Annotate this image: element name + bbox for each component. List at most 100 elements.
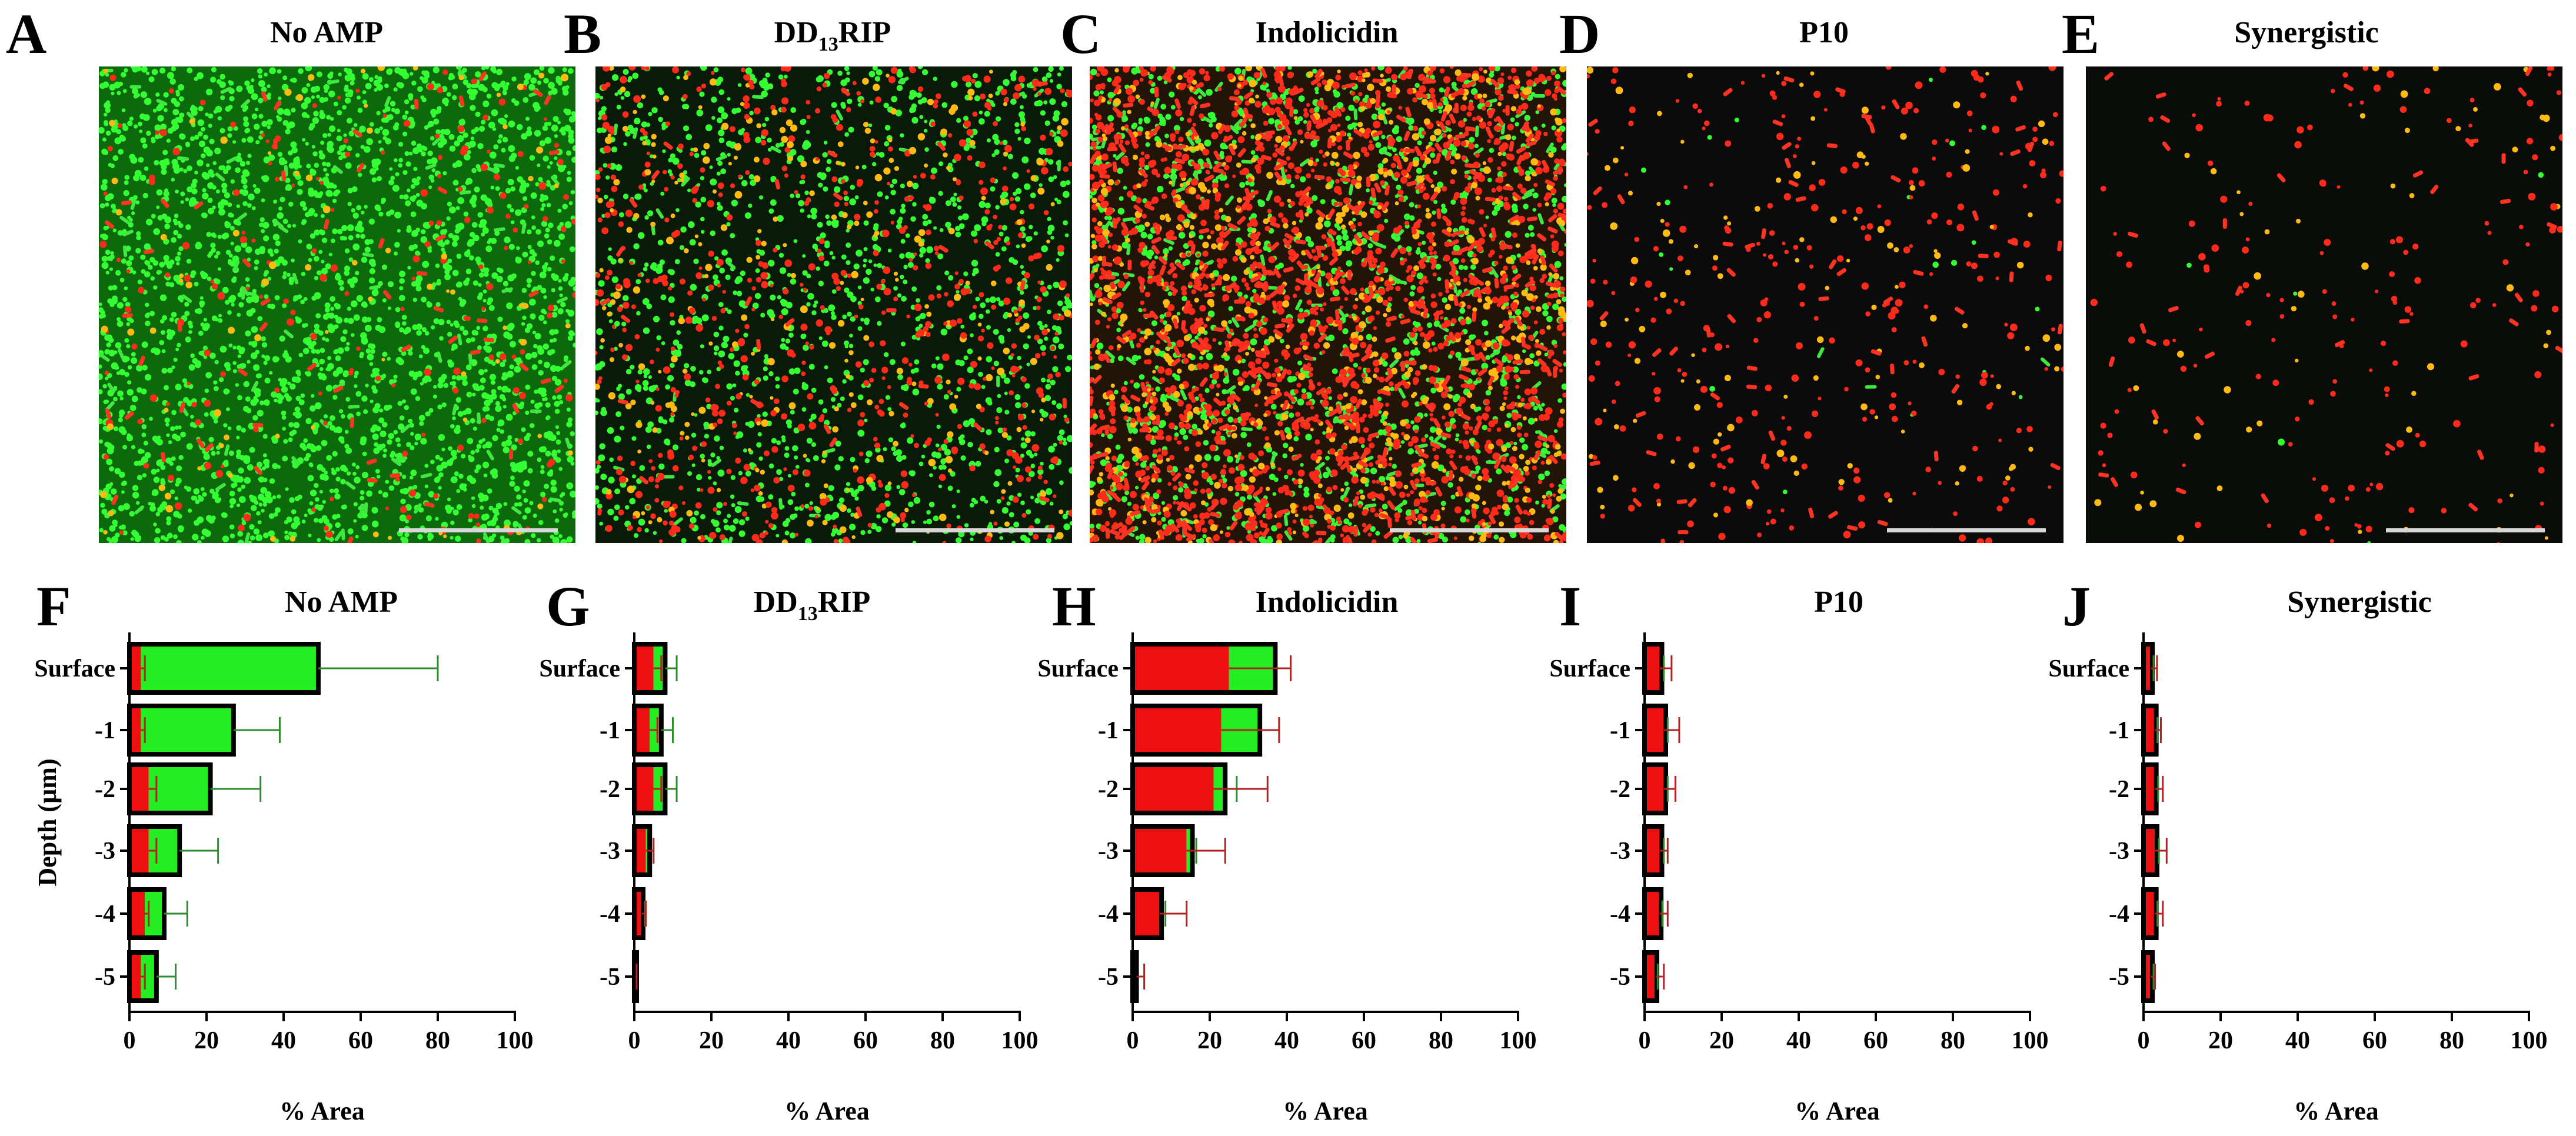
bar-dead: [1133, 644, 1229, 692]
micrograph-background: [595, 66, 1072, 543]
y-tick-label: -3: [2109, 838, 2129, 865]
panel-title: No AMP: [270, 16, 383, 49]
y-tick-label: -2: [95, 776, 115, 803]
x-axis-title: % Area: [1795, 1097, 1880, 1125]
x-tick-label: 40: [776, 1027, 801, 1054]
scale-bar: [896, 528, 1054, 532]
bar-chart-f: F No AMP 0 20 40 60 80 100 % Area Depth (µm) Surfa…: [33, 575, 534, 1125]
chart-title-suffix: RIP: [818, 585, 871, 619]
y-axis-title: Depth (µm): [33, 758, 62, 886]
bar-live: [141, 706, 234, 754]
y-tick-label: -4: [1098, 901, 1119, 928]
x-tick-label: 20: [2208, 1027, 2233, 1054]
x-tick-label: 100: [1500, 1027, 1537, 1054]
y-tick-label: -5: [1610, 964, 1630, 991]
y-tick-label: -4: [600, 901, 620, 928]
chart-title: DD13RIP: [754, 585, 871, 625]
micrograph-row: A No AMP B DD13RIP C Indolicidin D P10 E Synergis…: [6, 2, 2562, 543]
chart-row: F No AMP 0 20 40 60 80 100 % Area Depth (µm) Surfa…: [33, 575, 2548, 1125]
micrograph-panel-e: E Synergistic: [2062, 2, 2562, 543]
bar-dead: [1133, 827, 1187, 875]
chart-title: Synergistic: [2287, 585, 2432, 619]
x-tick-label: 40: [1786, 1027, 1811, 1054]
bar-dead: [1645, 827, 1660, 875]
y-tick-label: -4: [1610, 901, 1630, 928]
x-tick-label: 0: [1127, 1027, 1139, 1054]
panel-title: DD13RIP: [774, 16, 891, 55]
scale-bar: [1390, 528, 1549, 532]
bar-chart-h: H Indolicidin 0 20 40 60 80 100 % Area Surface -1 -…: [1037, 575, 1536, 1125]
x-tick-label: 20: [1197, 1027, 1222, 1054]
micrograph-image: [1587, 66, 2064, 543]
bar-live: [148, 765, 211, 813]
bar-chart-g: G DD13RIP 0 20 40 60 80 100 % Area Surface -1 -2 -3 -…: [539, 575, 1038, 1125]
panel-title-main: Synergistic: [2234, 16, 2379, 49]
panel-letter: J: [2062, 575, 2091, 638]
x-tick-label: 80: [1429, 1027, 1453, 1054]
bar-dead: [129, 765, 149, 813]
panel-title: Indolicidin: [1256, 16, 1399, 49]
micrograph-image: [2086, 66, 2562, 543]
y-tick-label: -2: [1610, 776, 1630, 803]
x-tick-label: 60: [853, 1027, 878, 1054]
micrograph-image: [99, 66, 575, 543]
panel-title-main: P10: [1799, 16, 1849, 49]
y-tick-label: -3: [1610, 838, 1630, 865]
x-tick-label: 60: [348, 1027, 373, 1054]
x-tick-label: 80: [2439, 1027, 2464, 1054]
chart-title-main: Indolicidin: [1256, 585, 1399, 619]
x-axis-title: % Area: [2294, 1097, 2379, 1125]
chart-title-main: Synergistic: [2287, 585, 2432, 619]
bar-dead: [634, 765, 654, 813]
bar-dead: [2144, 765, 2155, 813]
x-tick-label: 20: [699, 1027, 724, 1054]
x-tick-label: 60: [1863, 1027, 1888, 1054]
bar-dead: [1133, 765, 1214, 813]
bar-dead: [1645, 765, 1664, 813]
y-tick-label: Surface: [1549, 655, 1630, 682]
x-tick-label: 0: [2138, 1027, 2150, 1054]
panel-title-suffix: RIP: [838, 16, 891, 49]
scale-bar: [2386, 528, 2545, 532]
x-axis-title: % Area: [1283, 1097, 1368, 1125]
bar-dead: [129, 890, 145, 938]
x-tick-label: 40: [271, 1027, 296, 1054]
micrograph-image: [595, 66, 1072, 543]
y-tick-label: -5: [600, 964, 620, 991]
y-tick-label: -4: [2109, 901, 2129, 928]
y-tick-label: -3: [1098, 838, 1119, 865]
bar-dead: [634, 827, 646, 875]
panel-title: Synergistic: [2234, 16, 2379, 49]
chart-title-main: DD: [754, 585, 798, 619]
panel-letter: B: [564, 2, 601, 65]
micrograph-background: [2086, 66, 2562, 543]
x-tick-label: 80: [1941, 1027, 1965, 1054]
x-tick-label: 100: [497, 1027, 534, 1054]
y-tick-label: Surface: [1037, 655, 1119, 682]
scale-bar: [399, 528, 558, 532]
bar-dead: [2144, 706, 2155, 754]
bar-dead: [634, 644, 654, 692]
bar-dead: [129, 952, 141, 1001]
cell-dots: [595, 66, 1072, 543]
chart-title: Indolicidin: [1256, 585, 1399, 619]
panel-letter: E: [2062, 2, 2099, 65]
bar-chart-i: I P10 0 20 40 60 80 100 % Area Surface -1 -2 -3 -4 -5: [1549, 575, 2048, 1125]
y-tick-label: -5: [2109, 964, 2129, 991]
panel-letter: D: [1559, 2, 1600, 65]
x-tick-label: 60: [1352, 1027, 1376, 1054]
x-tick-label: 100: [1001, 1027, 1039, 1054]
bar-dead: [2144, 890, 2155, 938]
bar-dead: [1133, 706, 1222, 754]
y-tick-label: -5: [1098, 964, 1119, 991]
panel-letter: F: [36, 575, 71, 638]
bar-dead: [1645, 890, 1660, 938]
bar-dead: [129, 827, 149, 875]
micrograph-image: [1090, 66, 1566, 543]
bar-live: [141, 644, 318, 692]
chart-title-main: No AMP: [285, 585, 398, 619]
x-axis-title: % Area: [279, 1097, 365, 1125]
x-tick-label: 0: [124, 1027, 136, 1054]
x-tick-label: 40: [2285, 1027, 2310, 1054]
